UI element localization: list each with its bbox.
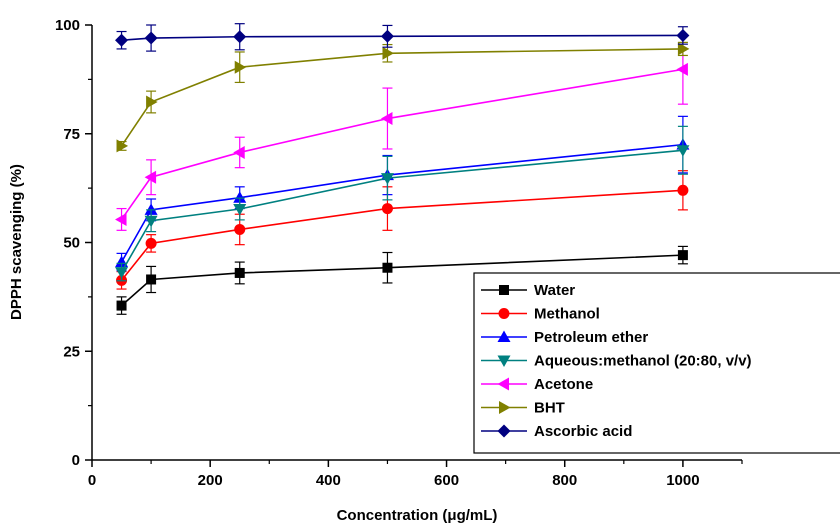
- data-point: [146, 274, 157, 285]
- data-point: [677, 250, 688, 261]
- y-tick-label: 25: [63, 343, 80, 360]
- legend-marker: [497, 377, 509, 391]
- y-tick-label: 50: [63, 235, 80, 252]
- legend-label: Aqueous:methanol (20:80, v/v): [534, 353, 752, 370]
- data-point: [234, 223, 246, 235]
- data-point: [116, 300, 127, 311]
- y-tick-label: 100: [55, 17, 80, 34]
- x-axis-title: Concentration (μg/mL): [337, 507, 498, 524]
- series-water: [116, 245, 688, 315]
- data-point: [115, 267, 129, 279]
- data-point: [233, 30, 247, 44]
- data-point: [676, 145, 690, 157]
- data-point: [233, 145, 245, 159]
- ticks: 0 200 400 600 800 1000 0 25 50 75 100: [55, 17, 743, 489]
- legend-label: Acetone: [534, 376, 593, 393]
- data-point: [677, 42, 690, 56]
- data-point: [382, 262, 393, 273]
- x-tick-label: 800: [552, 472, 577, 489]
- series-line: [120, 68, 684, 220]
- legend-box: [473, 272, 840, 454]
- data-point: [116, 139, 129, 153]
- legend-marker: [499, 285, 509, 295]
- series-petroleum-ether: [115, 115, 690, 272]
- data-point: [144, 170, 157, 184]
- series-bht: [116, 41, 690, 153]
- x-tick-label: 400: [316, 472, 341, 489]
- series-aqueous-methanol-20-80-v-v: [115, 125, 690, 282]
- series-methanol: [116, 170, 689, 290]
- legend-label: Petroleum ether: [534, 329, 648, 346]
- legend: Water Methanol Petroleum ether Aqueous:meth…: [473, 272, 840, 454]
- data-point: [677, 184, 689, 196]
- legend-label: Methanol: [534, 306, 600, 323]
- data-point: [115, 212, 127, 226]
- legend-label: BHT: [534, 400, 565, 417]
- legend-marker: [497, 330, 511, 342]
- data-point: [144, 215, 158, 228]
- legend-label: Ascorbic acid: [534, 423, 632, 440]
- legend-marker: [498, 308, 510, 319]
- series-line: [120, 149, 683, 273]
- series-line: [121, 34, 683, 42]
- legend-marker: [499, 401, 511, 414]
- data-point: [380, 112, 393, 126]
- x-tick-label: 200: [198, 472, 223, 489]
- data-point: [115, 33, 129, 47]
- legend-marker: [497, 424, 511, 438]
- x-tick-label: 0: [88, 472, 96, 489]
- series-line: [120, 48, 683, 147]
- x-tick-label: 600: [434, 472, 459, 489]
- legend-marker: [497, 355, 511, 367]
- y-tick-label: 75: [63, 126, 80, 143]
- data-point: [234, 267, 245, 278]
- data-point: [381, 203, 393, 215]
- data-point: [115, 255, 129, 268]
- data-point: [676, 62, 688, 76]
- data-point: [676, 28, 690, 42]
- data-point: [144, 31, 158, 45]
- data-point: [145, 237, 157, 249]
- data-point: [380, 29, 394, 43]
- legend-label: Water: [534, 282, 575, 299]
- data-point: [234, 60, 247, 74]
- data-point: [144, 203, 158, 215]
- y-tick-label: 0: [72, 452, 80, 469]
- series-layer: [115, 23, 690, 315]
- data-point: [146, 95, 158, 109]
- x-tick-label: 1000: [666, 472, 699, 489]
- data-point: [380, 173, 394, 185]
- series-ascorbic-acid: [115, 23, 690, 52]
- data-point: [233, 204, 247, 216]
- series-acetone: [115, 33, 688, 231]
- data-point: [382, 46, 394, 60]
- y-axis-title: DPPH scavenging (%): [8, 164, 25, 320]
- data-point: [233, 191, 247, 203]
